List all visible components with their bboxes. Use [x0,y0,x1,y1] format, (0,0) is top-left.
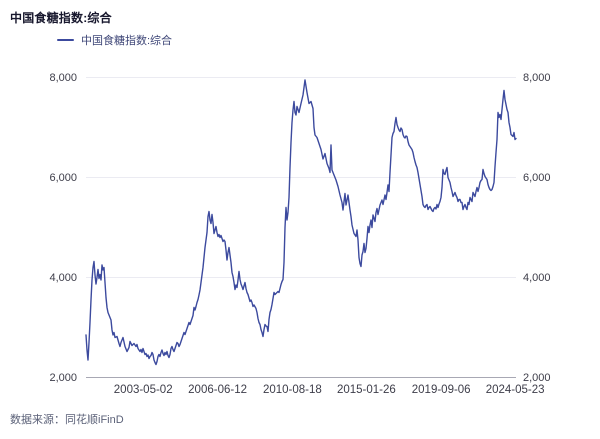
y-tick-label-left: 6,000 [49,171,77,184]
series-line [86,80,516,365]
y-tick-label-left: 2,000 [49,371,77,384]
y-tick-label-right: 4,000 [523,271,551,284]
y-tick-label-right: 6,000 [523,171,551,184]
x-tick-label: 2006-06-12 [188,384,247,396]
legend-label: 中国食糖指数:综合 [81,35,173,47]
x-tick-label: 2019-09-06 [411,384,471,396]
y-tick-label-left: 8,000 [49,71,77,84]
x-tick-label: 2003-05-02 [113,384,173,396]
x-tick-label: 2024-05-23 [485,384,545,396]
y-tick-label-left: 4,000 [49,271,77,284]
data-source-label: 数据来源：同花顺iFinD [10,414,124,426]
x-tick-label: 2010-08-18 [262,384,322,396]
legend: 中国食糖指数:综合 [57,33,172,47]
x-tick-label: 2015-01-26 [336,384,396,396]
line-chart-plot-area [86,77,516,378]
y-tick-label-right: 8,000 [523,71,551,84]
y-tick-label-right: 2,000 [523,371,551,384]
page-title: 中国食糖指数:综合 [10,11,112,25]
legend-line-icon [57,38,74,42]
